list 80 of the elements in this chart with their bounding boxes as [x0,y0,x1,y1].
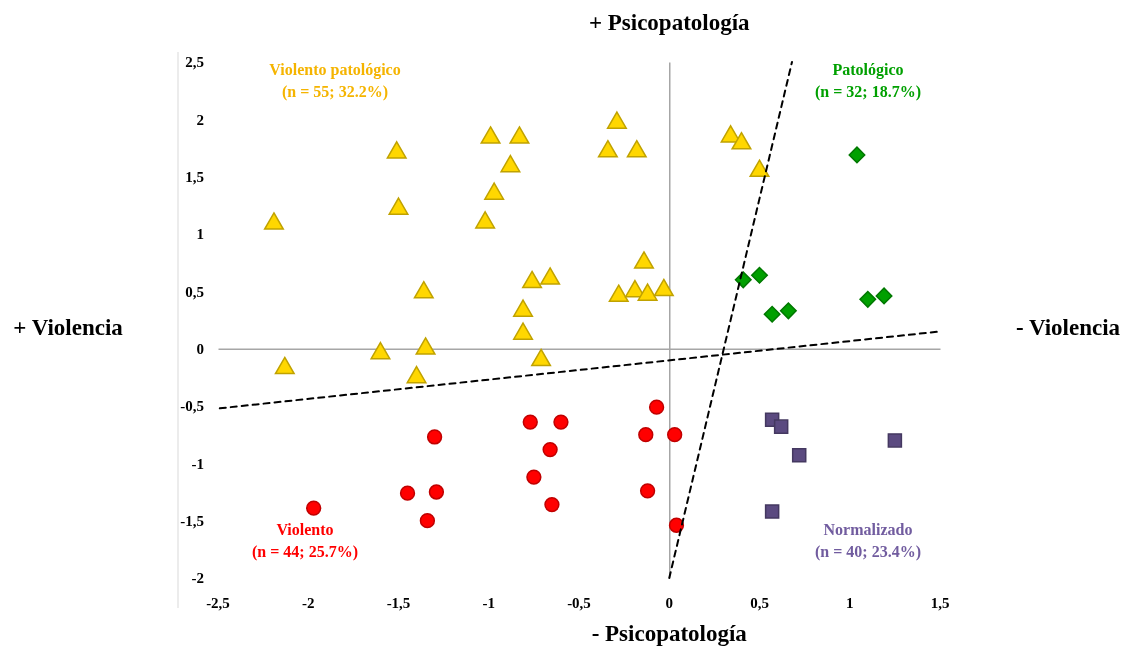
x-tick-label: -1,5 [386,595,411,611]
x-tick-label: 1,5 [930,595,950,611]
text: + Psicopatología [588,10,751,35]
point [386,141,407,159]
point [668,517,685,533]
point [763,305,781,323]
text: - Violencia [1015,315,1121,340]
text: Patológico (n = 32; 18.7%) [815,61,921,101]
y-tick-label: 1,5 [185,168,204,185]
point [633,251,655,269]
point [406,365,427,384]
point [540,267,561,285]
point [512,299,534,317]
point [626,139,647,158]
point [734,271,752,289]
y-tick-label: 0 [196,340,204,357]
point [542,441,558,458]
point [526,469,542,485]
point [773,419,789,434]
point [749,159,770,178]
point [306,500,322,516]
point [606,111,627,129]
point [512,322,534,340]
series-label: Violento (n = 44; 25.7%) [252,521,358,561]
point [751,266,768,284]
point [428,484,445,500]
point [720,125,741,143]
point [779,302,797,320]
point [608,284,629,303]
point [597,139,618,158]
point [544,496,560,513]
point [638,427,654,443]
point [426,429,443,445]
point [399,485,416,501]
y-tick-label: -1 [191,455,204,472]
x-tick-label: 1 [846,595,854,611]
point [274,356,295,375]
point [388,197,409,215]
point [480,126,501,144]
point [509,126,530,144]
point [648,399,665,415]
x-tick-label: -0,5 [567,595,591,611]
x-tick-label: -2 [302,595,315,611]
point [639,483,656,499]
point [731,131,752,150]
point [531,348,552,367]
point [475,211,496,229]
text: Violento patológico (n = 55; 32.2%) [269,61,401,101]
text: - Psicopatología [591,621,748,646]
point [419,513,436,529]
point [553,414,569,430]
x-tick-label: -1 [482,595,495,611]
y-tick-label: 0,5 [185,283,204,300]
point [484,182,505,200]
y-tick-label: -1,5 [180,512,204,529]
text: + Violencia [13,315,124,340]
point [637,283,658,301]
point [522,414,538,430]
point [859,290,877,308]
x-tick-label: 0 [665,595,673,611]
point [263,212,285,230]
point [370,341,391,360]
point [413,280,434,299]
point [887,433,903,448]
y-tick-label: 1 [196,226,204,243]
y-tick-label: -2 [191,570,204,587]
y-tick-label: 2,5 [185,54,204,71]
y-tick-label: -0,5 [180,398,204,415]
point [875,287,893,305]
point [522,270,543,289]
point [667,427,683,443]
point [791,448,807,463]
point [653,278,674,297]
x-tick-label: 0,5 [750,595,769,611]
x-tick-label: -2,5 [206,595,230,611]
text: Normalizado (n = 40; 23.4%) [815,521,921,561]
point [500,154,521,173]
y-tick-label: 2 [196,111,204,128]
point [415,337,436,355]
point [764,504,780,519]
